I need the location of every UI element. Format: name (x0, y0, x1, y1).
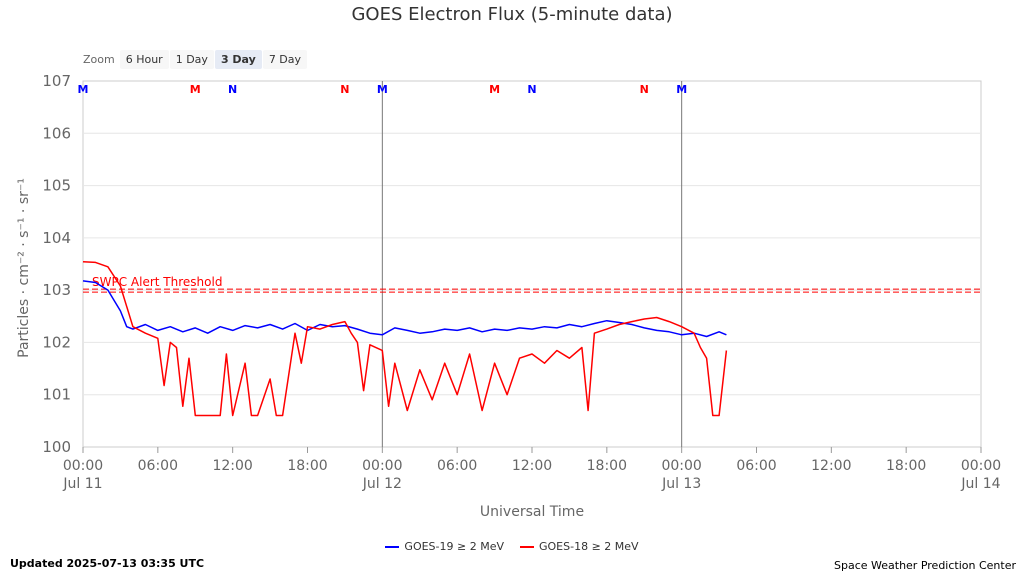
threshold-label: SWPC Alert Threshold (92, 275, 222, 289)
y-tick-exponent: 5 (61, 177, 71, 195)
legend-label-goes-19: GOES-19 ≥ 2 MeV (404, 540, 504, 553)
x-tick-label: 12:00 (512, 458, 552, 474)
x-tick-label: 06:00 (138, 458, 178, 474)
y-tick-label: 100 (42, 438, 71, 456)
plot-border (82, 80, 982, 448)
satellite-marker: N (228, 83, 237, 96)
satellite-marker: N (527, 83, 536, 96)
legend-item-goes-19[interactable]: GOES-19 ≥ 2 MeV (385, 540, 504, 553)
zoom-6-hour-button[interactable]: 6 Hour (119, 50, 169, 69)
y-tick-exponent: 3 (61, 281, 71, 299)
x-tick-date-label: Jul 13 (661, 476, 701, 492)
x-tick-date-label: Jul 12 (362, 476, 402, 492)
x-tick-label: 00:00 (961, 458, 1001, 474)
y-tick-exponent: 1 (61, 386, 71, 404)
satellite-marker: M (190, 83, 201, 96)
satellite-marker: N (640, 83, 649, 96)
y-tick-exponent: 7 (61, 72, 71, 90)
x-tick-label: 12:00 (811, 458, 851, 474)
threshold-layer: SWPC Alert Threshold (83, 275, 981, 293)
zoom-3-day-button[interactable]: 3 Day (214, 50, 262, 69)
x-tick-label: 06:00 (736, 458, 776, 474)
legend: GOES-19 ≥ 2 MeV GOES-18 ≥ 2 MeV (0, 540, 1024, 553)
satellite-marker: M (377, 83, 388, 96)
x-tick-label: 12:00 (212, 458, 252, 474)
x-tick-date-label: Jul 14 (960, 476, 1000, 492)
x-tick-date-label: Jul 11 (62, 476, 102, 492)
updated-timestamp: Updated 2025-07-13 03:35 UTC (10, 557, 205, 570)
y-tick-exponent: 6 (61, 124, 71, 142)
y-tick-label: 106 (42, 124, 71, 142)
x-axis-title: Universal Time (480, 504, 584, 520)
series-layer (82, 260, 728, 417)
credit-text: Space Weather Prediction Center (834, 559, 1016, 572)
y-tick-label: 104 (42, 229, 71, 247)
series-line-goes-19 (82, 280, 727, 338)
y-tick-label: 101 (42, 386, 71, 404)
y-tick-label: 103 (42, 281, 71, 299)
grid-layer (82, 80, 982, 448)
x-tick-label: 00:00 (661, 458, 701, 474)
y-tick-exponent: 4 (61, 229, 71, 247)
legend-swatch-goes-19 (385, 545, 400, 548)
legend-label-goes-18: GOES-18 ≥ 2 MeV (539, 540, 639, 553)
x-tick-label: 00:00 (362, 458, 402, 474)
zoom-7-day-button[interactable]: 7 Day (262, 50, 308, 69)
x-tick-label: 18:00 (886, 458, 926, 474)
zoom-bar: Zoom 6 Hour 1 Day 3 Day 7 Day (83, 50, 308, 69)
chart-title: GOES Electron Flux (5-minute data) (351, 4, 673, 25)
x-tick-label: 18:00 (587, 458, 627, 474)
x-tick-label: 06:00 (437, 458, 477, 474)
y-axis-title: Particles · cm⁻² · s⁻¹ · sr⁻¹ (16, 178, 32, 358)
y-tick-label: 102 (42, 333, 71, 351)
legend-swatch-goes-18 (520, 545, 534, 548)
legend-item-goes-18[interactable]: GOES-18 ≥ 2 MeV (520, 540, 639, 553)
satellite-marker: N (340, 83, 349, 96)
satellite-marker: M (78, 83, 89, 96)
x-tick-label: 00:00 (63, 458, 103, 474)
x-tick-label: 18:00 (287, 458, 327, 474)
y-tick-exponent: 2 (61, 333, 71, 351)
y-tick-exponent: 0 (61, 438, 71, 456)
satellite-marker: M (489, 83, 500, 96)
y-tick-label: 107 (42, 72, 71, 90)
y-tick-label: 105 (42, 177, 71, 195)
x-axis: 00:00 Jul 11 06:00 12:00 18:00 00:00 Jul 12 06:… (62, 447, 1001, 492)
zoom-1-day-button[interactable]: 1 Day (169, 50, 214, 69)
series-line-goes-18 (82, 260, 728, 417)
zoom-label: Zoom (83, 53, 115, 66)
satellite-marker: M (676, 83, 687, 96)
